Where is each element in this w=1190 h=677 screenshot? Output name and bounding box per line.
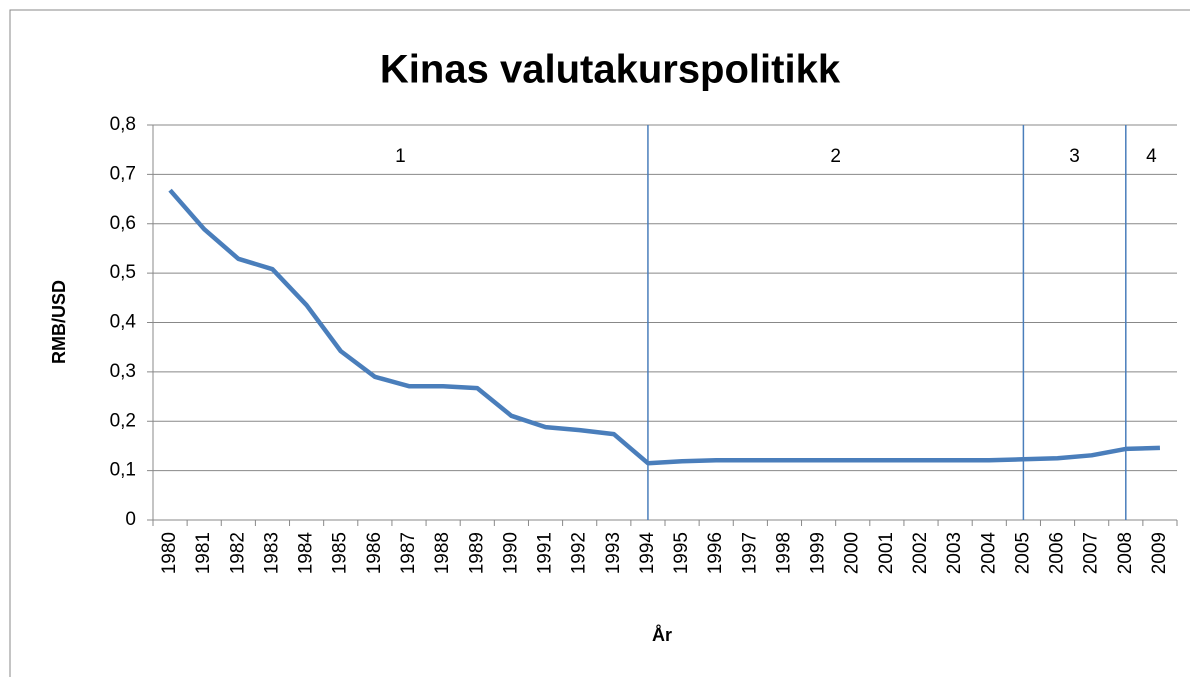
- x-tick-label: 2003: [944, 532, 965, 574]
- y-tick-label: 0,3: [110, 361, 136, 382]
- x-tick-label: 1986: [364, 532, 385, 574]
- y-tick-label: 0,2: [110, 410, 136, 431]
- x-tick-label: 1993: [603, 532, 624, 574]
- x-tick-label: 1983: [261, 532, 282, 574]
- period-label: 4: [1146, 146, 1157, 167]
- x-tick-label: 2004: [978, 532, 999, 575]
- y-axis-label: RMB/USD: [49, 280, 69, 364]
- y-tick-label: 0,7: [110, 163, 136, 184]
- x-tick-label: 1999: [808, 532, 829, 574]
- x-tick-label: 2007: [1081, 532, 1102, 574]
- period-label: 2: [830, 146, 841, 167]
- x-tick-label: 1994: [637, 532, 658, 575]
- x-tick-label: 2002: [910, 532, 931, 574]
- x-tick-label: 1982: [227, 532, 248, 574]
- period-label: 3: [1069, 146, 1080, 167]
- x-tick-label: 2000: [842, 532, 863, 574]
- x-axis-label: År: [652, 625, 672, 645]
- y-tick-label: 0,5: [110, 262, 136, 283]
- x-tick-label: 1991: [535, 532, 556, 574]
- x-tick-label: 2009: [1149, 532, 1170, 574]
- chart-frame: [9, 9, 1190, 677]
- y-tick-label: 0,6: [110, 213, 136, 234]
- x-tick-label: 1981: [193, 532, 214, 574]
- y-tick-label: 0,8: [110, 114, 136, 135]
- x-tick-label: 1992: [569, 532, 590, 574]
- x-tick-label: 1985: [330, 532, 351, 574]
- data-line: [168, 188, 1160, 466]
- x-tick-label: 2001: [876, 532, 897, 574]
- y-tick-label: 0: [125, 509, 136, 530]
- x-tick-label: 1980: [159, 532, 180, 574]
- x-tick-label: 1996: [705, 532, 726, 574]
- x-tick-label: 1984: [296, 532, 317, 575]
- x-tick-label: 1997: [739, 532, 760, 574]
- x-tick-label: 1989: [466, 532, 487, 574]
- x-tick-label: 1995: [671, 532, 692, 574]
- x-tick-label: 1990: [500, 532, 521, 574]
- period-label: 1: [395, 146, 406, 167]
- y-tick-label: 0,1: [110, 460, 136, 481]
- x-tick-label: 1998: [773, 532, 794, 574]
- chart-title: Kinas valutakurspolitikk: [380, 48, 841, 92]
- x-tick-label: 1988: [432, 532, 453, 574]
- x-tick-label: 2006: [1047, 532, 1068, 574]
- x-tick-label: 2005: [1012, 532, 1033, 574]
- x-tick-label: 1987: [398, 532, 419, 574]
- x-tick-label: 2008: [1115, 532, 1136, 574]
- y-tick-label: 0,4: [110, 312, 137, 333]
